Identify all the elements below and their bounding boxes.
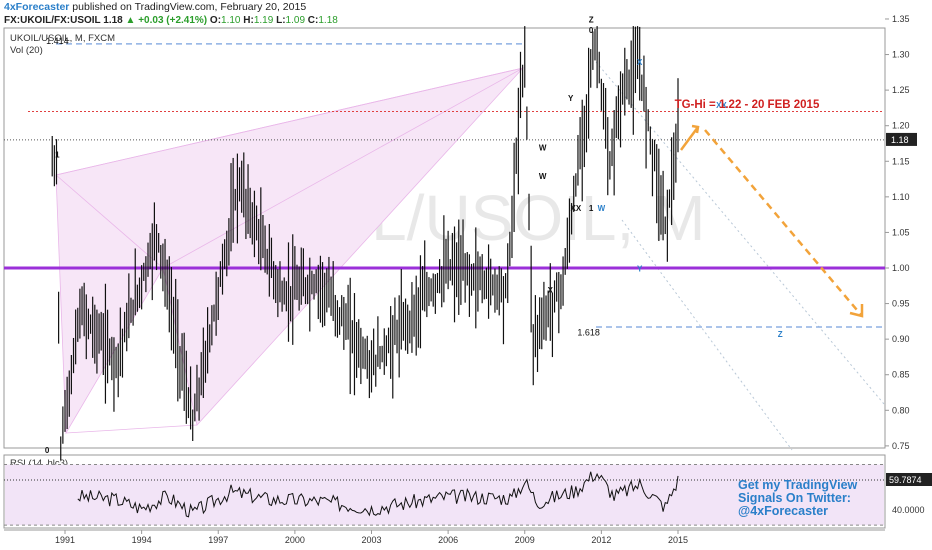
promo-line-1: Get my TradingView xyxy=(738,478,858,492)
y-tick-label: 0.75 xyxy=(892,441,910,451)
open-label: O: xyxy=(209,15,222,26)
volume-indicator-label[interactable]: Vol (20) xyxy=(10,45,43,56)
open-value: 1.10 xyxy=(221,15,241,26)
x-tick-label: 2006 xyxy=(438,535,458,545)
y-tick-label: 0.85 xyxy=(892,370,910,380)
x-tick-label: 1997 xyxy=(208,535,228,545)
x-tick-label: 2003 xyxy=(361,535,381,545)
chart-annotation: Z xyxy=(589,16,594,25)
x-tick-label: 2009 xyxy=(515,535,535,545)
y-tick-label: 1.25 xyxy=(892,85,910,95)
chart-annotation: Z xyxy=(778,330,783,339)
y-tick-label: 1.20 xyxy=(892,121,910,131)
last-price: 1.18 xyxy=(103,15,123,26)
chart-annotation: Y xyxy=(568,94,574,103)
high-label: H: xyxy=(243,15,254,26)
forecast-arrow-down xyxy=(704,129,863,317)
rsi-last-label: 59.7874 xyxy=(889,475,922,485)
price-bars xyxy=(51,26,679,461)
change-up-icon: ▲ xyxy=(125,15,136,26)
chart-annotation: 0 xyxy=(589,26,594,35)
price-pane-frame xyxy=(3,27,886,449)
chart-annotation: 1.618 xyxy=(577,328,600,338)
forecast-arrow-up-head xyxy=(691,124,700,134)
symbol-quote: FX:UKOIL/FX:USOIL 1.18 ▲ +0.03 (+2.41%) … xyxy=(4,15,338,26)
y-tick-label: 0.80 xyxy=(892,405,910,415)
promo-line-3: @4xForecaster xyxy=(738,504,829,518)
x-tick-label: 1994 xyxy=(132,535,152,545)
y-tick-label: 1.35 xyxy=(892,14,910,24)
y-tick-label: 1.10 xyxy=(892,192,910,202)
author-link[interactable]: 4xForecaster xyxy=(4,1,70,13)
pattern-base-line xyxy=(65,424,198,434)
y-tick-label: 1.00 xyxy=(892,263,910,273)
chart-annotation: XX xyxy=(716,101,727,110)
last-price-badge xyxy=(886,132,917,146)
rsi-last-badge xyxy=(886,473,932,486)
chart-annotation: XX xyxy=(570,204,581,213)
close-value: 1.18 xyxy=(318,15,338,26)
last-price-label: 1.18 xyxy=(891,135,909,145)
chart-annotation: W xyxy=(539,144,547,153)
forecast-arrow-up xyxy=(679,126,700,151)
chart-annotation: X xyxy=(637,58,643,67)
y-tick-label: 1.30 xyxy=(892,50,910,60)
high-value: 1.19 xyxy=(253,15,274,26)
rsi-indicator-label[interactable]: RSI (14, hlc3) xyxy=(10,458,69,469)
chart-annotation: TG-Hi = 1.22 - 20 FEB 2015 xyxy=(675,99,820,111)
promo-line-2: Signals On Twitter: xyxy=(738,491,851,505)
rsi-tick-label: 40.0000 xyxy=(892,505,925,515)
x-tick-label: 2012 xyxy=(591,535,611,545)
low-label: L: xyxy=(276,15,286,26)
y-tick-label: 0.90 xyxy=(892,334,910,344)
symbol-name[interactable]: FX:UKOIL/FX:USOIL xyxy=(4,15,101,26)
rsi-band xyxy=(5,464,884,526)
chart-annotation: 0 xyxy=(45,446,50,455)
publish-info: 4xForecaster published on TradingView.co… xyxy=(4,1,306,13)
rsi-line xyxy=(77,471,679,518)
y-tick-label: 1.05 xyxy=(892,227,910,237)
chart-annotation: W xyxy=(539,172,547,181)
low-value: 1.09 xyxy=(285,15,306,26)
price-change: +0.03 (+2.41%) xyxy=(138,15,208,26)
chart-annotation: X xyxy=(548,286,554,295)
chart-annotation: 1 xyxy=(55,151,60,160)
y-tick-label: 1.15 xyxy=(892,156,910,166)
x-tick-label: 2015 xyxy=(668,535,688,545)
forecast-arrow-down-head xyxy=(849,304,864,318)
twitter-promo[interactable]: Get my TradingView Signals On Twitter: @… xyxy=(738,479,857,518)
chart-annotation: W xyxy=(598,204,606,213)
published-text: published on TradingView.com, February 2… xyxy=(72,1,307,13)
y-tick-label: 0.95 xyxy=(892,299,910,309)
x-tick-label: 1991 xyxy=(55,535,75,545)
chart-annotation: Y xyxy=(637,265,643,274)
close-label: C: xyxy=(307,15,319,26)
pane-title[interactable]: UKOIL/USOIL, M, FXCM xyxy=(10,33,116,44)
chart-annotation: 1 xyxy=(589,204,594,213)
rsi-pane-frame xyxy=(3,454,886,529)
harmonic-pattern-outline xyxy=(55,67,524,269)
trend-channel-lower xyxy=(621,219,793,451)
x-tick-label: 2000 xyxy=(285,535,305,545)
chart-annotation: 1.414 xyxy=(46,36,69,46)
